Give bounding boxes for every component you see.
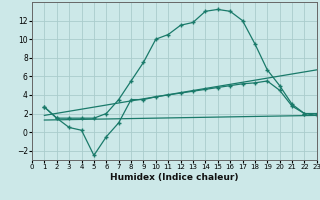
X-axis label: Humidex (Indice chaleur): Humidex (Indice chaleur) xyxy=(110,173,239,182)
